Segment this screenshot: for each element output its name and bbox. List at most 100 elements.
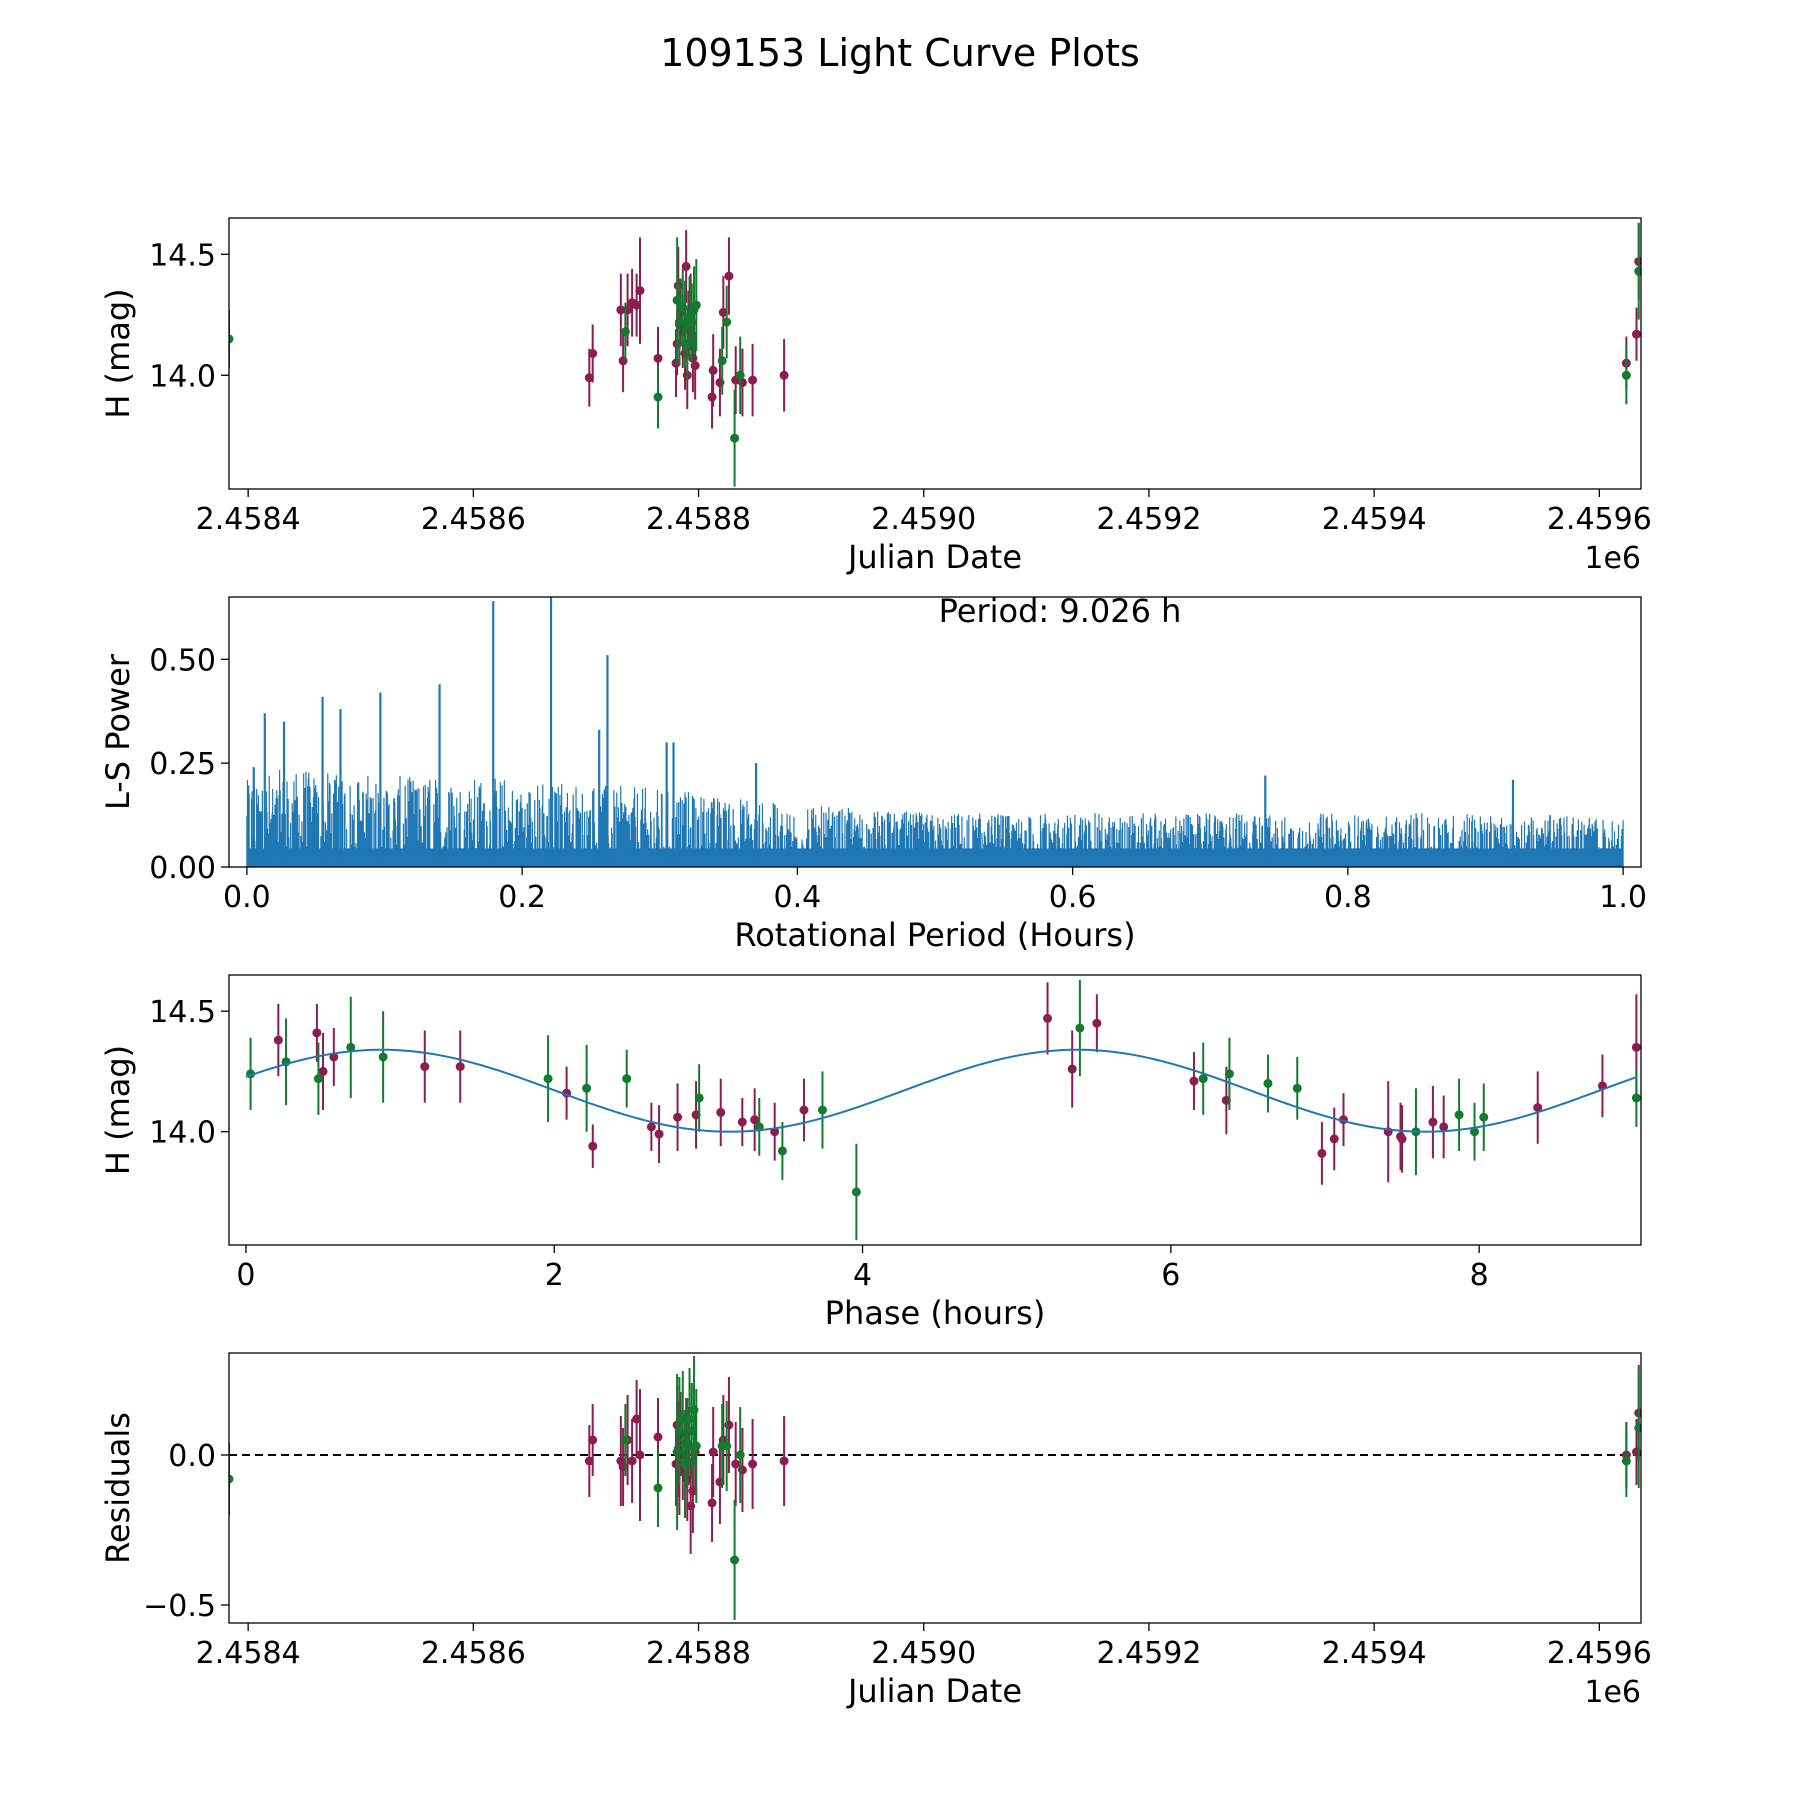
plot-frame: [228, 1352, 1642, 1624]
y-tick-label: 0.0: [168, 1439, 216, 1474]
data-point-r: [673, 1112, 683, 1122]
data-point-r: [635, 1450, 645, 1460]
data-point-r: [748, 1459, 758, 1469]
data-point-r: [635, 286, 645, 296]
y-tick-label: 0.25: [149, 747, 216, 782]
data-point-g: [1479, 1112, 1489, 1122]
periodogram-spikes: [246, 597, 1624, 867]
data-point-g: [543, 1074, 553, 1084]
data-point-g: [694, 1093, 704, 1103]
x-tick-label: 0.8: [1324, 880, 1372, 915]
x-tick-label: 2.4590: [871, 1636, 976, 1671]
y-tick-label: 14.0: [149, 1116, 216, 1151]
data-point-r: [718, 307, 728, 317]
data-point-g: [1621, 1456, 1631, 1466]
y-tick-label: −0.5: [143, 1589, 216, 1624]
data-point-r: [1329, 1134, 1339, 1144]
phased-points: [245, 979, 1641, 1241]
fit-curve: [245, 1048, 1638, 1133]
x-tick-label: 2.4596: [1547, 502, 1652, 537]
data-point-r: [724, 271, 734, 281]
plot-frame: [228, 596, 1642, 868]
data-point-g: [229, 334, 234, 344]
figure-title: 109153 Light Curve Plots: [660, 31, 1140, 75]
data-point-r: [707, 1498, 717, 1508]
data-point-r: [653, 353, 663, 363]
y-tick-label: 14.0: [149, 359, 216, 394]
data-point-r: [632, 300, 642, 310]
x-tick-label: 2.4586: [421, 502, 526, 537]
data-point-r: [690, 361, 700, 371]
data-point-g: [1263, 1078, 1273, 1088]
data-point-g: [817, 1105, 827, 1115]
x-offset-label: 1e6: [1584, 541, 1641, 576]
periodogram-panel: 0.0 0.2 0.4 0.6 0.8 1.0 0.00 0.25 0.50 Rotational…: [99, 592, 1647, 954]
period-annotation: Period: 9.026 h: [939, 592, 1182, 630]
data-point-g: [717, 356, 727, 366]
data-point-g: [346, 1042, 356, 1052]
data-point-r: [616, 305, 626, 315]
data-point-g: [620, 1435, 630, 1445]
data-point-r: [681, 261, 691, 271]
data-point-r: [627, 1456, 637, 1466]
periodogram-floor: [246, 848, 1624, 867]
data-point-g: [620, 327, 630, 337]
lightcurve-panel: 2.4584 2.4586 2.4588 2.4590 2.4592 2.4594 2.45…: [99, 217, 1652, 576]
data-point-g: [1631, 1093, 1641, 1103]
data-point-g: [1075, 1023, 1085, 1033]
x-tick-label: 2.4590: [871, 502, 976, 537]
data-point-g: [722, 317, 732, 327]
data-point-r: [1428, 1117, 1438, 1127]
data-point-r: [584, 373, 594, 383]
data-point-r: [588, 1141, 598, 1151]
x-tick-label: 0.2: [498, 880, 546, 915]
x-axis-label: Julian Date: [846, 1672, 1022, 1710]
x-tick-label: 1.0: [1599, 880, 1647, 915]
data-point-r: [318, 1066, 328, 1076]
data-point-r: [707, 392, 717, 402]
y-tick-label: 0.50: [149, 643, 216, 678]
data-point-r: [420, 1062, 430, 1072]
data-point-r: [1631, 1042, 1641, 1052]
data-point-r: [716, 1107, 726, 1117]
data-point-r: [708, 1447, 718, 1457]
data-point-r: [1189, 1076, 1199, 1086]
x-offset-label: 1e6: [1584, 1675, 1641, 1710]
y-axis-label: H (mag): [99, 1045, 137, 1175]
data-point-r: [312, 1028, 322, 1038]
x-axis-label: Rotational Period (Hours): [734, 916, 1135, 954]
data-point-r: [779, 1456, 789, 1466]
x-tick-label: 2.4584: [196, 502, 301, 537]
data-point-r: [671, 358, 681, 368]
data-point-g: [730, 1555, 740, 1565]
data-point-g: [777, 1146, 787, 1156]
x-tick-label: 2.4586: [421, 1636, 526, 1671]
data-point-g: [674, 1426, 684, 1436]
data-point-r: [750, 1115, 760, 1125]
x-tick-label: 2.4596: [1547, 1636, 1652, 1671]
data-point-g: [622, 1074, 632, 1084]
data-point-r: [588, 1435, 598, 1445]
plot-frame: [228, 217, 1642, 490]
data-point-g: [1634, 1423, 1641, 1433]
y-axis-label: Residuals: [99, 1412, 137, 1564]
data-point-r: [653, 1432, 663, 1442]
x-tick-label: 2.4592: [1096, 502, 1201, 537]
x-tick-label: 2.4584: [196, 1636, 301, 1671]
data-point-g: [1470, 1127, 1480, 1137]
data-point-r: [779, 370, 789, 380]
lightcurve-points: [229, 222, 1641, 487]
x-tick-label: 2.4588: [646, 502, 751, 537]
y-tick-label: 14.5: [149, 238, 216, 273]
data-point-r: [646, 1122, 656, 1132]
data-point-g: [1454, 1110, 1464, 1120]
data-point-g: [730, 433, 740, 443]
x-tick-label: 2.4588: [646, 1636, 751, 1671]
x-axis-label: Julian Date: [846, 538, 1022, 576]
x-tick-label: 2.4594: [1322, 1636, 1427, 1671]
y-tick-label: 14.5: [149, 995, 216, 1030]
x-tick-label: 6: [1161, 1258, 1180, 1293]
data-point-r: [731, 1459, 741, 1469]
data-point-g: [851, 1187, 861, 1197]
